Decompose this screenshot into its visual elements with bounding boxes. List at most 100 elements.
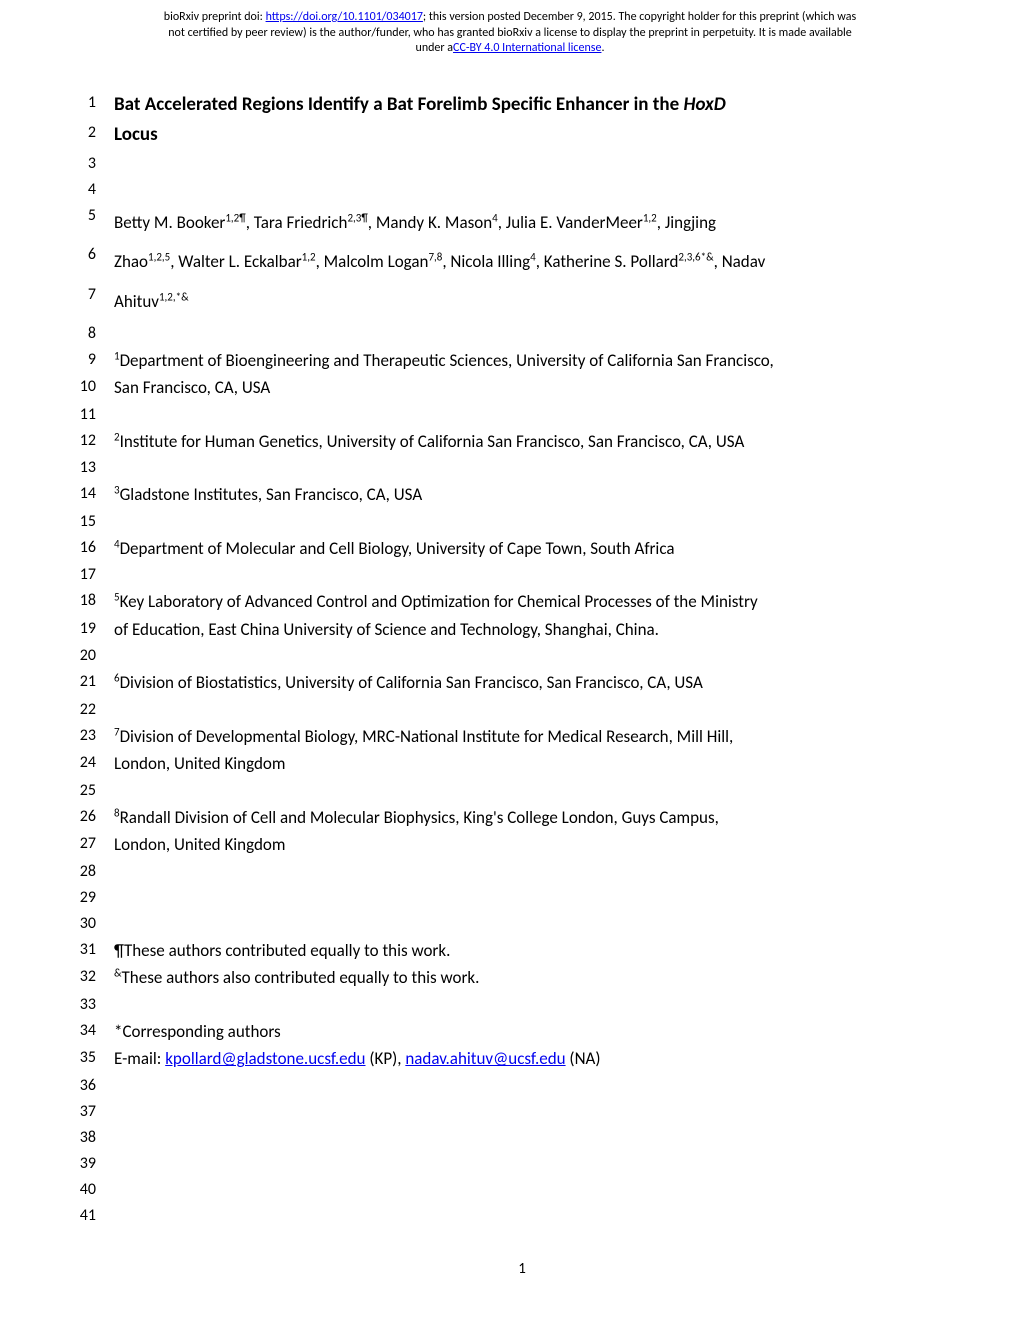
affiliation-5-cont: of Education, East China University of S… (114, 617, 930, 643)
author-name: , Katherine S. Pollard (536, 251, 679, 272)
affil-text: Department of Bioengineering and Therape… (120, 350, 774, 371)
affiliation-7-cont: London, United Kingdom (114, 751, 930, 777)
line-number: 21 (50, 670, 114, 691)
affiliation-5: 5Key Laboratory of Advanced Control and … (114, 589, 930, 615)
page-content: 1 Bat Accelerated Regions Identify a Bat… (0, 61, 1020, 1298)
affil-text: Gladstone Institutes, San Francisco, CA,… (120, 484, 423, 505)
author-name: , Malcolm Logan (316, 251, 429, 272)
header-line1-suffix: ; this version posted December 9, 2015. … (423, 10, 856, 24)
affiliation-6: 6Division of Biostatistics, University o… (114, 670, 930, 696)
author-sup: 1,2¶ (225, 211, 245, 224)
header-line1-prefix: bioRxiv preprint doi: (164, 10, 266, 24)
author-sup: 7,8 (428, 251, 442, 264)
line-number: 14 (50, 482, 114, 503)
line-number: 30 (50, 912, 114, 933)
affiliation-4: 4Department of Molecular and Cell Biolog… (114, 536, 930, 562)
line-number: 6 (50, 243, 114, 264)
affil-text: Division of Developmental Biology, MRC-N… (120, 726, 734, 747)
affil-text: Randall Division of Cell and Molecular B… (120, 807, 719, 828)
line-number: 15 (50, 510, 114, 531)
email-suffix: (NA) (566, 1048, 601, 1069)
note-equal-1: ¶These authors contributed equally to th… (114, 938, 930, 964)
title-line-1: Bat Accelerated Regions Identify a Bat F… (114, 91, 930, 120)
author-name: Zhao (114, 251, 148, 272)
author-sup: 2,3,6*& (678, 251, 713, 264)
affil-text: Institute for Human Genetics, University… (120, 431, 745, 452)
title-line-2: Locus (114, 121, 930, 150)
affiliation-1: 1Department of Bioengineering and Therap… (114, 348, 930, 374)
author-name: Betty M. Booker (114, 212, 225, 233)
line-number: 4 (50, 178, 114, 199)
line-number: 12 (50, 429, 114, 450)
corresponding-authors: *Corresponding authors (114, 1019, 930, 1045)
affil-text: Key Laboratory of Advanced Control and O… (120, 591, 758, 612)
authors-line-2: Zhao1,2,5, Walter L. Eckalbar1,2, Malcol… (114, 243, 930, 280)
line-number: 33 (50, 993, 114, 1014)
email-link-2[interactable]: nadav.ahituv@ucsf.edu (405, 1048, 565, 1069)
note-sup: & (114, 967, 122, 980)
license-link[interactable]: CC-BY 4.0 International license (453, 41, 601, 55)
email-suffix: (KP), (366, 1048, 406, 1069)
line-number: 1 (50, 91, 114, 112)
line-number: 37 (50, 1100, 114, 1121)
author-name: , Nadav (714, 251, 766, 272)
header-line3-prefix: under a (416, 41, 454, 55)
affiliation-3: 3Gladstone Institutes, San Francisco, CA… (114, 482, 930, 508)
line-number: 23 (50, 724, 114, 745)
line-number: 19 (50, 617, 114, 638)
line-number: 29 (50, 886, 114, 907)
line-number: 24 (50, 751, 114, 772)
title-part1: Bat Accelerated Regions Identify a Bat F… (114, 93, 683, 116)
note-text: These authors also contributed equally t… (122, 967, 480, 988)
author-sup: 1,2,*& (159, 290, 189, 303)
author-name: , Tara Friedrich (246, 212, 348, 233)
line-number: 5 (50, 204, 114, 225)
line-number: 22 (50, 698, 114, 719)
line-number: 18 (50, 589, 114, 610)
line-number: 13 (50, 456, 114, 477)
line-number: 16 (50, 536, 114, 557)
line-number: 10 (50, 375, 114, 396)
email-prefix: E-mail: (114, 1048, 165, 1069)
line-number: 36 (50, 1074, 114, 1095)
line-number: 31 (50, 938, 114, 959)
authors-line-3: Ahituv1,2,*& (114, 283, 930, 320)
line-number: 34 (50, 1019, 114, 1040)
page-number: 1 (50, 1230, 930, 1278)
line-number: 27 (50, 832, 114, 853)
line-number: 40 (50, 1178, 114, 1199)
preprint-header: bioRxiv preprint doi: https://doi.org/10… (0, 0, 1020, 61)
line-number: 41 (50, 1204, 114, 1225)
note-equal-2: &These authors also contributed equally … (114, 965, 930, 991)
author-name: , Jingjing (657, 212, 716, 233)
line-number: 25 (50, 779, 114, 800)
affiliation-7: 7Division of Developmental Biology, MRC-… (114, 724, 930, 750)
author-name: , Nicola Illing (442, 251, 530, 272)
line-number: 32 (50, 965, 114, 986)
affil-text: Department of Molecular and Cell Biology… (120, 538, 675, 559)
line-number: 39 (50, 1152, 114, 1173)
author-name: , Walter L. Eckalbar (170, 251, 301, 272)
authors-line-1: Betty M. Booker1,2¶, Tara Friedrich2,3¶,… (114, 204, 930, 241)
author-name: , Julia E. VanderMeer (498, 212, 643, 233)
author-sup: 1,2 (643, 211, 657, 224)
author-sup: 2,3¶ (347, 211, 367, 224)
author-name: Ahituv (114, 291, 159, 312)
email-link-1[interactable]: kpollard@gladstone.ucsf.edu (165, 1048, 365, 1069)
title-italic: HoxD (683, 93, 725, 116)
affil-text: Division of Biostatistics, University of… (120, 672, 703, 693)
author-sup: 1,2,5 (148, 251, 170, 264)
doi-link[interactable]: https://doi.org/10.1101/034017 (266, 10, 423, 24)
line-number: 11 (50, 403, 114, 424)
line-number: 2 (50, 121, 114, 142)
affiliation-1-cont: San Francisco, CA, USA (114, 375, 930, 401)
line-number: 9 (50, 348, 114, 369)
header-line2: not certified by peer review) is the aut… (168, 26, 852, 40)
line-number: 26 (50, 805, 114, 826)
line-number: 20 (50, 644, 114, 665)
line-number: 38 (50, 1126, 114, 1147)
line-number: 17 (50, 563, 114, 584)
line-number: 7 (50, 283, 114, 304)
affiliation-8-cont: London, United Kingdom (114, 832, 930, 858)
author-sup: 1,2 (302, 251, 316, 264)
